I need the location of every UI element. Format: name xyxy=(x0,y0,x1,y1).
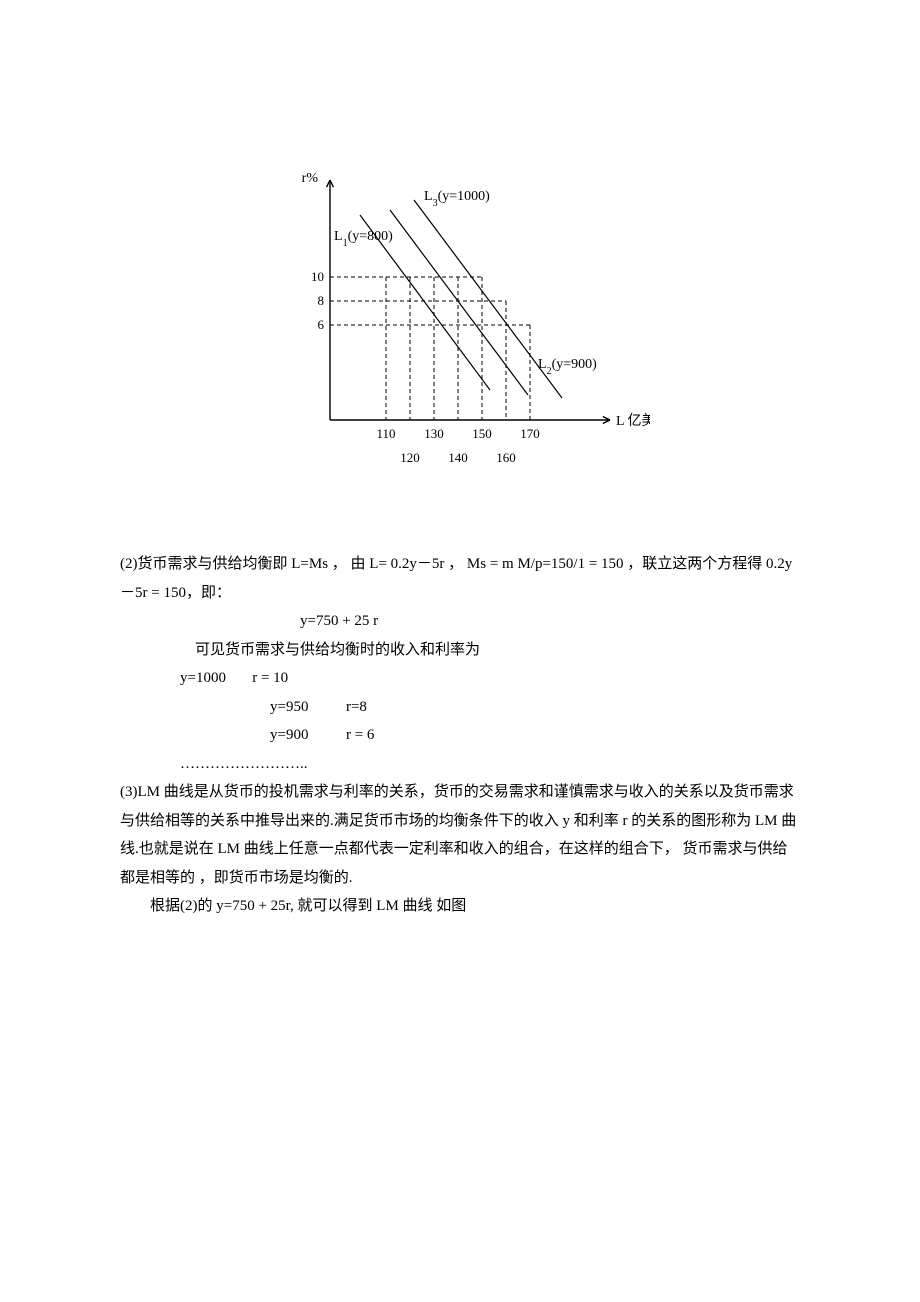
svg-text:130: 130 xyxy=(424,426,444,441)
svg-text:L1(y=800): L1(y=800) xyxy=(334,229,393,249)
part2-equation: y=750 + 25 r xyxy=(120,607,800,636)
val2-r: r=8 xyxy=(346,699,367,715)
part2-value-row-1: y=1000 r = 10 xyxy=(120,664,800,693)
svg-text:170: 170 xyxy=(520,426,540,441)
svg-text:140: 140 xyxy=(448,450,468,465)
solution-text: (2)货币需求与供给均衡即 L=Ms ， 由 L= 0.2y－5r ， Ms =… xyxy=(120,550,800,921)
val3-y: y=900 xyxy=(270,727,308,743)
part2-dots: …………………….. xyxy=(120,750,800,779)
svg-text:8: 8 xyxy=(318,293,325,308)
chart-container: r% L 亿美元 10 8 6 110 130 150 170 120 140 160 L1(y=800… xyxy=(0,170,920,490)
svg-text:L3(y=1000): L3(y=1000) xyxy=(424,189,490,209)
val1-y: y=1000 xyxy=(180,670,226,686)
svg-text:L 亿美元: L 亿美元 xyxy=(616,413,650,429)
svg-text:120: 120 xyxy=(400,450,420,465)
svg-text:160: 160 xyxy=(496,450,516,465)
val1-r: r = 10 xyxy=(252,670,288,686)
part2-value-row-2: y=950 r=8 xyxy=(120,693,800,722)
val2-y: y=950 xyxy=(270,699,308,715)
part2-value-row-3: y=900 r = 6 xyxy=(120,721,800,750)
part2-lead: (2)货币需求与供给均衡即 L=Ms ， 由 L= 0.2y－5r ， Ms =… xyxy=(120,550,800,607)
svg-text:10: 10 xyxy=(311,269,324,284)
svg-text:110: 110 xyxy=(376,426,395,441)
svg-text:r%: r% xyxy=(302,171,319,186)
svg-text:L2(y=900): L2(y=900) xyxy=(538,357,597,377)
part2-desc: 可见货币需求与供给均衡时的收入和利率为 xyxy=(120,636,800,665)
part3-body: (3)LM 曲线是从货币的投机需求与利率的关系，货币的交易需求和谨慎需求与收入的… xyxy=(120,778,800,892)
part3-last: 根据(2)的 y=750 + 25r, 就可以得到 LM 曲线 如图 xyxy=(120,892,800,921)
svg-text:150: 150 xyxy=(472,426,492,441)
money-demand-chart: r% L 亿美元 10 8 6 110 130 150 170 120 140 160 L1(y=800… xyxy=(270,170,650,490)
svg-text:6: 6 xyxy=(318,317,325,332)
val3-r: r = 6 xyxy=(346,727,374,743)
